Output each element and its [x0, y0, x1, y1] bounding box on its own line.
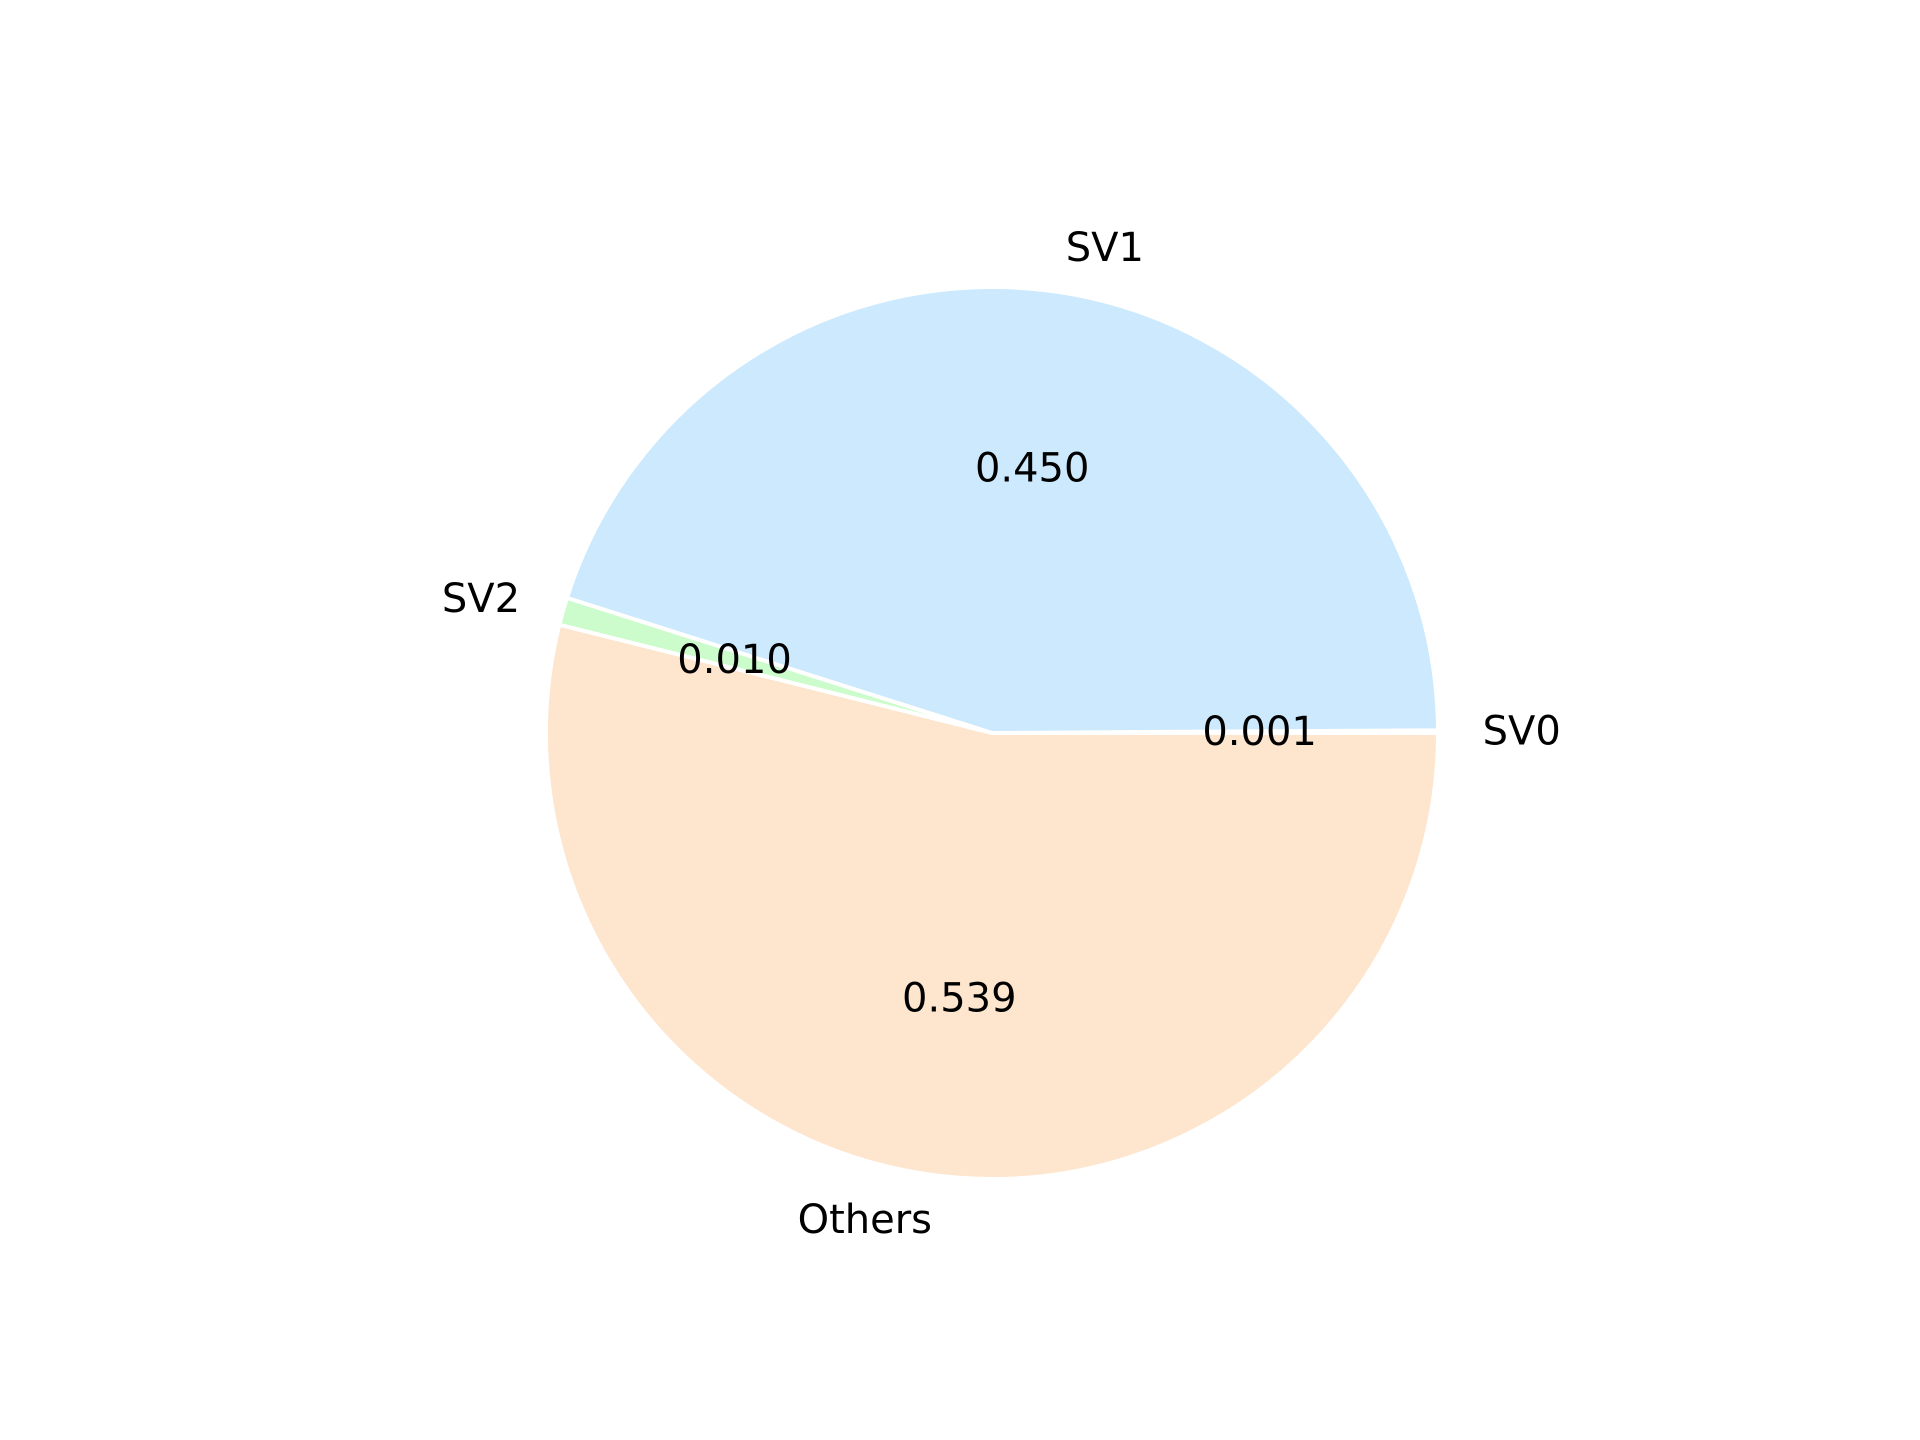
slice-label-others: Others [798, 1197, 932, 1243]
slice-label-sv2: SV2 [442, 576, 520, 622]
value-label-others: 0.539 [902, 976, 1017, 1022]
slice-label-sv0: SV0 [1483, 708, 1561, 754]
pie-slice-sv1 [564, 285, 1440, 735]
value-label-sv1: 0.450 [975, 445, 1090, 491]
value-label-sv2: 0.010 [677, 637, 792, 683]
pie-labels: SV0 0.001 SV1 0.450 SV2 0.010 Others 0.539 [442, 225, 1561, 1243]
value-label-sv0: 0.001 [1202, 709, 1317, 755]
pie-slices [544, 285, 1440, 1181]
slice-label-sv1: SV1 [1066, 225, 1144, 271]
pie-slice-others [544, 622, 1440, 1181]
